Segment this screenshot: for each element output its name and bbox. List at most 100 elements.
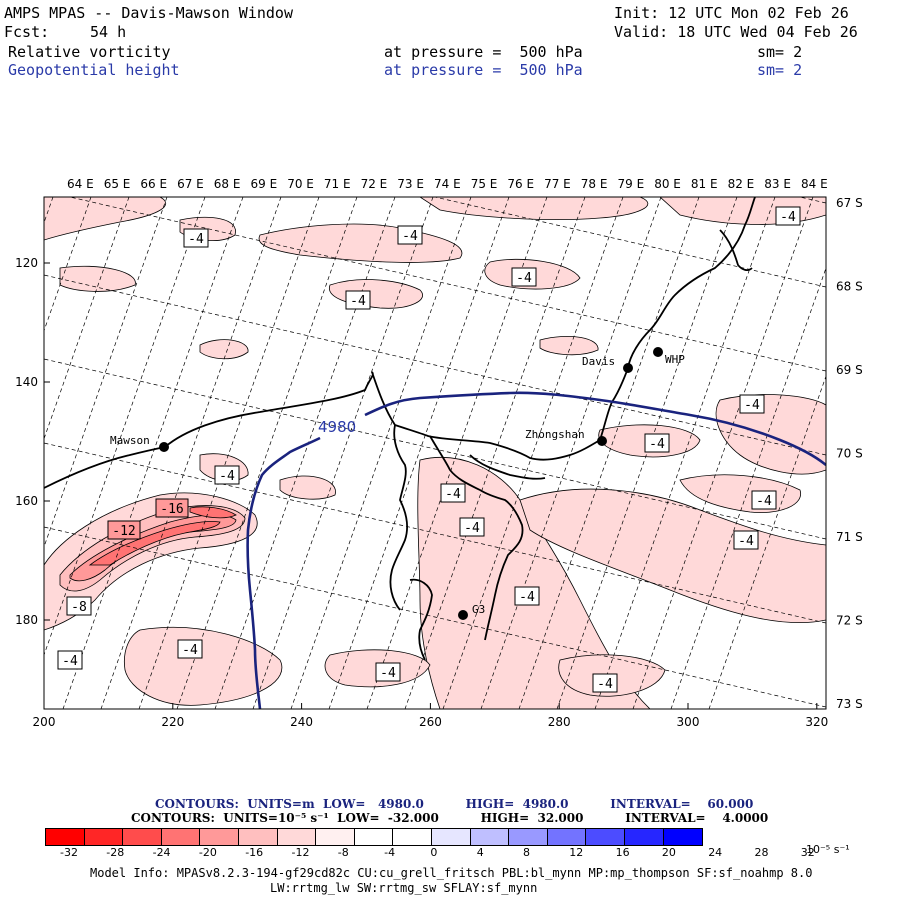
longitude-label: 66 E (140, 177, 167, 191)
vort-label: -4 (57, 650, 83, 670)
vort-label: -4 (592, 673, 618, 693)
y-tick-label: 120 (15, 256, 38, 270)
longitude-label: 79 E (618, 177, 645, 191)
vort-label: -4 (511, 267, 537, 287)
y-tick-label: 160 (15, 494, 38, 508)
longitude-label: 83 E (764, 177, 791, 191)
parallel-line (44, 442, 826, 624)
colorbar-unit: 10⁻⁵ s⁻¹ (806, 843, 850, 856)
svg-text:-4: -4 (738, 534, 754, 549)
latitude-label: 67 S (836, 196, 863, 210)
longitude-label: 81 E (691, 177, 718, 191)
colorbar-swatch (123, 829, 162, 845)
y-axis: 120 140 160 180 (15, 256, 50, 627)
map-title: AMPS MPAS -- Davis-Mawson Window (4, 4, 293, 22)
vort-label: -4 (397, 225, 423, 245)
longitude-label: 70 E (287, 177, 314, 191)
forecast-hours: 54 h (90, 23, 127, 41)
vort-label: -4 (345, 290, 371, 310)
field2-smoothing: sm= 2 (757, 61, 803, 79)
colorbar-swatch (509, 829, 548, 845)
svg-text:-16: -16 (160, 502, 183, 517)
parallel-line (433, 197, 826, 288)
stations: Mawson Davis WHP Zhongshan G3 (110, 347, 685, 620)
x-tick-label: 320 (805, 715, 828, 729)
height-contour-4980 (246, 391, 826, 709)
parallel-line (68, 197, 826, 372)
valid-time: Valid: 18 UTC Wed 04 Feb 26 (614, 23, 858, 41)
field1-level: at pressure = 500 hPa (384, 43, 583, 61)
colorbar-swatch (663, 829, 703, 845)
y-tick-label: 140 (15, 375, 38, 389)
vort-label: -4 (751, 490, 777, 510)
station-zhongshan: Zhongshan (525, 428, 607, 446)
vort-label: -4 (183, 228, 209, 248)
colorbar-tick-label: 16 (615, 846, 630, 859)
svg-text:-4: -4 (350, 294, 366, 309)
x-tick-label: 300 (677, 715, 700, 729)
colorbar-swatch (393, 829, 432, 845)
colorbar-swatch (277, 829, 317, 845)
colorbar-tick-label: 8 (523, 846, 530, 859)
field2-name: Geopotential height (8, 61, 180, 79)
colorbar-tick-label: -20 (198, 846, 217, 859)
svg-text:-4: -4 (380, 666, 396, 681)
svg-text:Zhongshan: Zhongshan (525, 428, 585, 441)
station-davis: Davis (582, 355, 633, 373)
colorbar-tick-label: 24 (708, 846, 723, 859)
svg-text:-8: -8 (71, 600, 87, 615)
colorbar-tick-label: -12 (291, 846, 310, 859)
latitude-label: 73 S (836, 697, 863, 711)
svg-text:-12: -12 (112, 524, 135, 539)
longitude-label: 74 E (434, 177, 461, 191)
colorbar-tick-label: 4 (476, 846, 484, 859)
longitude-label: 72 E (361, 177, 388, 191)
latitude-label: 71 S (836, 530, 863, 544)
station-g3: G3 (458, 603, 485, 620)
colorbar-swatch (238, 829, 278, 845)
colorbar-swatch (547, 829, 587, 845)
meridian-line (214, 197, 396, 709)
latitude-labels: 67 S 68 S 69 S 70 S 71 S 72 S 73 S (836, 196, 863, 711)
colorbar-swatch (431, 829, 471, 845)
colorbar-tick-label: 0 (430, 846, 438, 859)
model-info-line1: Model Info: MPASv8.2.3-194-gf29cd82c CU:… (90, 866, 813, 880)
colorbar-tick-label: -24 (152, 846, 171, 859)
colorbar-swatch (46, 829, 85, 845)
colorbar-swatch (586, 829, 625, 845)
vorticity-shading (44, 197, 826, 709)
lat-lon-grid (0, 197, 826, 709)
vort-label: -4 (739, 394, 765, 414)
vort-label: -12 (107, 520, 141, 540)
vort-label: -4 (775, 206, 801, 226)
colorbar-swatch (354, 829, 394, 845)
latitude-label: 68 S (836, 280, 863, 294)
svg-text:-4: -4 (188, 232, 204, 247)
longitude-label: 78 E (581, 177, 608, 191)
colorbar-swatch (316, 829, 355, 845)
field1-name: Relative vorticity (8, 43, 171, 61)
svg-text:-4: -4 (519, 590, 535, 605)
svg-text:-4: -4 (62, 654, 78, 669)
x-tick-label: 260 (419, 715, 442, 729)
coastline (44, 197, 756, 661)
longitude-labels: 64 E 65 E 66 E 67 E 68 E 69 E 70 E 71 E 72 E 73 E… (67, 177, 828, 191)
latitude-label: 70 S (836, 447, 863, 461)
vort-label: -16 (155, 498, 189, 518)
vorticity-labels: -4 -4 -4 -4 -4 -4 -4 -4 -4 -4 -4 -4 -4 -… (57, 206, 801, 693)
parallel-line (44, 274, 826, 456)
colorbar-tick-label: -32 (60, 846, 78, 859)
colorbar-swatch (624, 829, 664, 845)
meridian-line (44, 197, 54, 224)
longitude-label: 69 E (251, 177, 278, 191)
colorbar-tick-label: -8 (337, 846, 349, 859)
svg-text:Davis: Davis (582, 355, 615, 368)
x-tick-label: 200 (33, 715, 56, 729)
vort-label: -4 (459, 517, 485, 537)
station-whp: WHP (653, 347, 685, 366)
svg-text:-4: -4 (780, 210, 796, 225)
meridian-line (0, 197, 15, 709)
colorbar (45, 828, 704, 846)
init-time: Init: 12 UTC Mon 02 Feb 26 (614, 4, 849, 22)
